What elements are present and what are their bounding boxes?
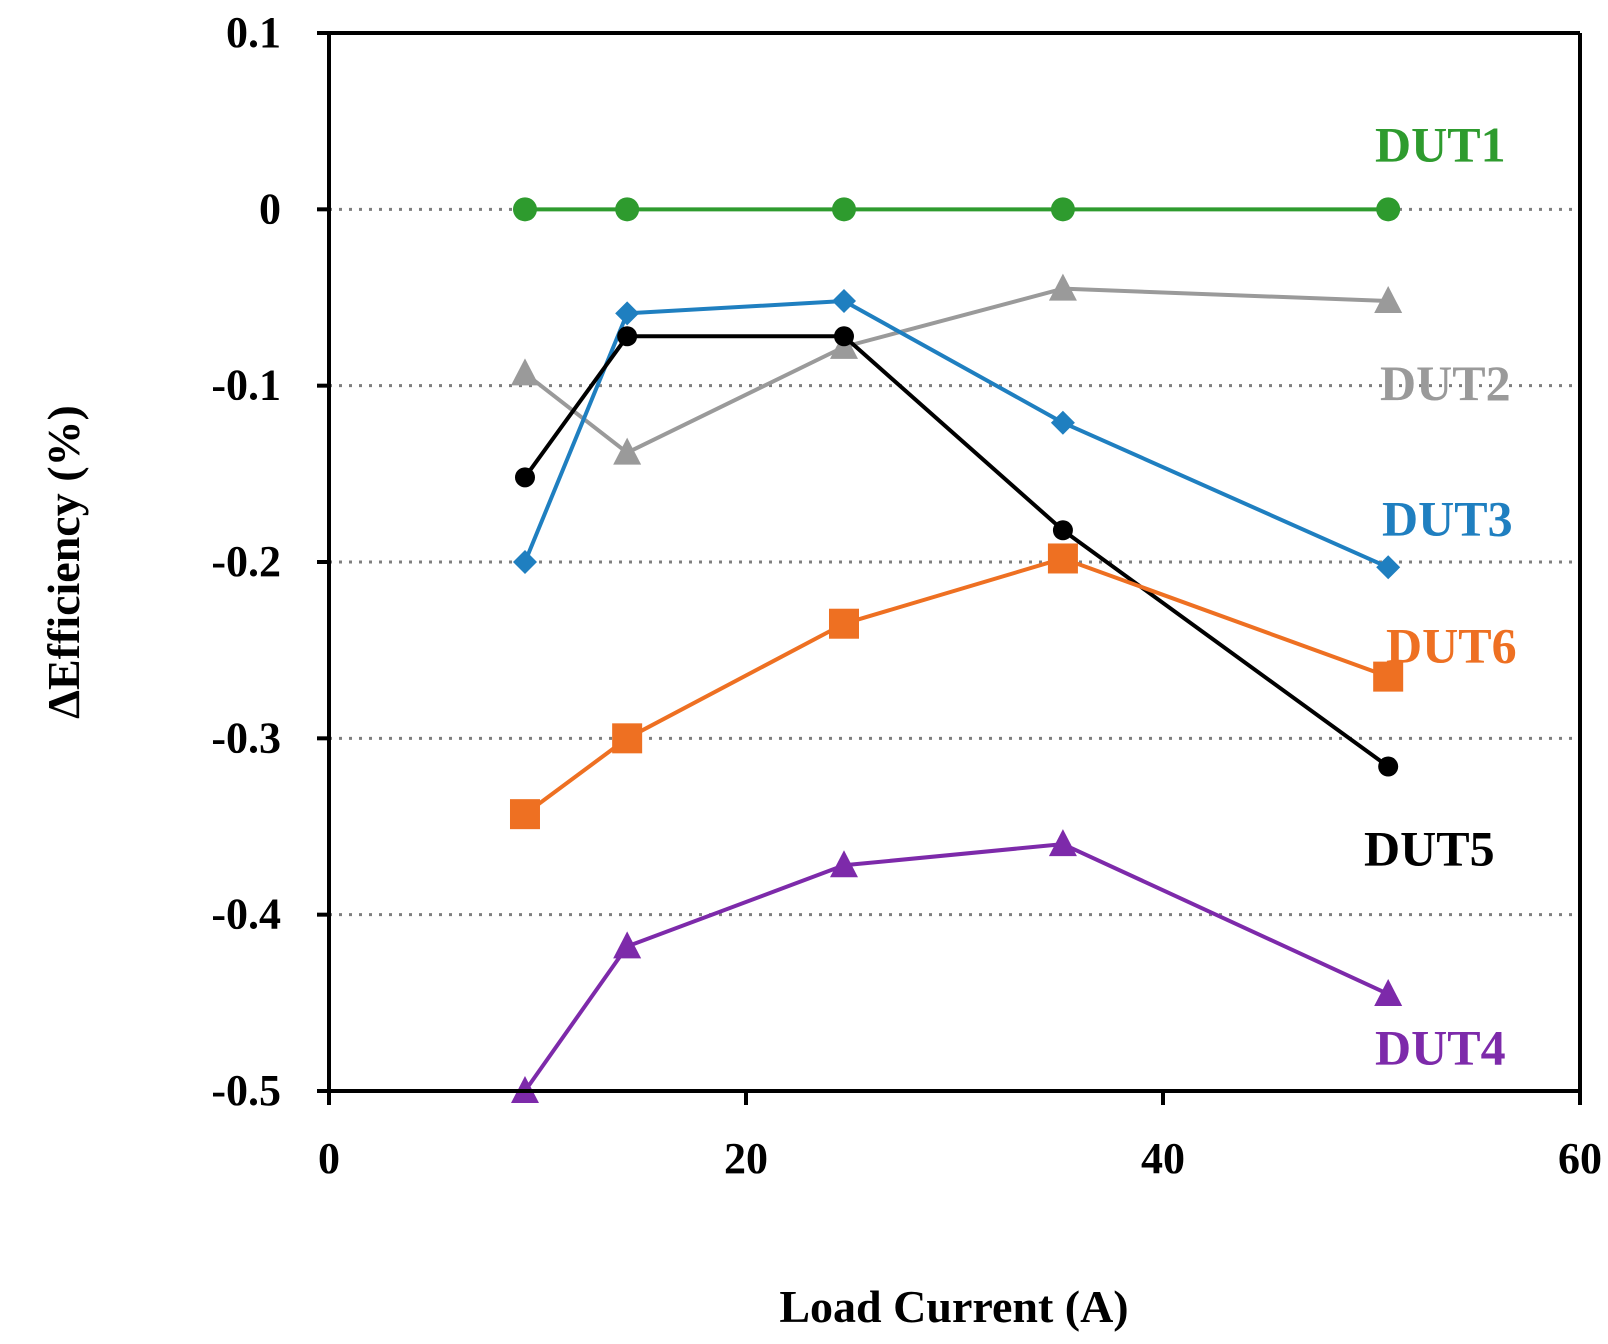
dut4-line <box>523 842 1390 1093</box>
dut5-marker <box>833 326 854 347</box>
dut4-marker <box>1048 829 1077 857</box>
dut5-marker <box>1052 520 1073 541</box>
dut6-label: DUT6 <box>1386 618 1517 674</box>
dut3-marker <box>615 301 640 326</box>
dut2-series <box>510 273 1403 465</box>
dut2-marker <box>1374 286 1403 314</box>
series-group <box>509 197 1404 1103</box>
x-tick-label: 0 <box>318 1134 340 1183</box>
dut6-marker <box>1373 661 1404 692</box>
dut4-label: DUT4 <box>1375 1020 1506 1076</box>
y-axis-title: ΔEfficiency (%) <box>38 405 89 719</box>
x-tick-labels: 0 20 40 60 <box>318 1091 1602 1183</box>
dut1-marker <box>615 197 640 222</box>
x-tick-label: 60 <box>1558 1134 1602 1183</box>
dut4-marker <box>613 931 642 959</box>
dut3-marker <box>512 550 537 574</box>
dut5-label: DUT5 <box>1364 820 1495 876</box>
dut5-line <box>523 334 1390 769</box>
dut6-marker <box>828 608 859 639</box>
dut3-marker <box>831 289 856 314</box>
y-tick-label: -0.3 <box>211 713 281 762</box>
dut1-marker <box>1376 197 1401 222</box>
dut5-marker <box>1378 756 1399 777</box>
dut3-marker <box>1050 410 1075 435</box>
y-tick-labels: 0.1 0 -0.1 -0.2 -0.3 -0.4 -0.5 <box>211 8 329 1115</box>
y-tick-label: -0.4 <box>211 890 281 939</box>
x-tick-label: 20 <box>724 1134 768 1183</box>
dut3-marker <box>1376 555 1401 580</box>
dut5-marker <box>514 467 535 488</box>
y-tick-label: -0.1 <box>211 361 281 410</box>
dut4-series <box>510 829 1403 1103</box>
x-tick-label: 40 <box>1141 1134 1185 1183</box>
dut3-series <box>512 289 1401 580</box>
dut3-label: DUT3 <box>1382 491 1513 547</box>
y-tick-label: 0 <box>259 184 281 233</box>
dut6-marker <box>509 799 540 830</box>
series-labels: DUT1 DUT2 DUT3 DUT4 DUT5 DUT6 <box>1364 117 1517 1076</box>
dut2-marker <box>1048 273 1077 301</box>
dut4-marker <box>1374 979 1403 1007</box>
dut5-marker <box>617 326 638 347</box>
dut1-marker <box>831 197 856 222</box>
dut1-marker <box>512 197 537 222</box>
dut5-series <box>514 326 1399 777</box>
dut2-label: DUT2 <box>1380 355 1511 411</box>
y-tick-label: -0.5 <box>211 1066 281 1115</box>
y-tick-label: -0.2 <box>211 537 281 586</box>
x-axis-title: Load Current (A) <box>779 1281 1128 1332</box>
dut2-marker <box>510 358 539 386</box>
dut2-marker <box>613 437 642 465</box>
dut6-series <box>509 543 1404 830</box>
dut4-marker <box>829 850 858 878</box>
dut6-marker <box>1047 543 1078 574</box>
dut1-label: DUT1 <box>1375 117 1506 173</box>
dut1-marker <box>1050 197 1075 222</box>
y-tick-label: 0.1 <box>226 8 281 57</box>
dut6-marker <box>612 723 643 754</box>
dut1-series <box>512 197 1401 222</box>
dut6-line <box>523 556 1389 816</box>
